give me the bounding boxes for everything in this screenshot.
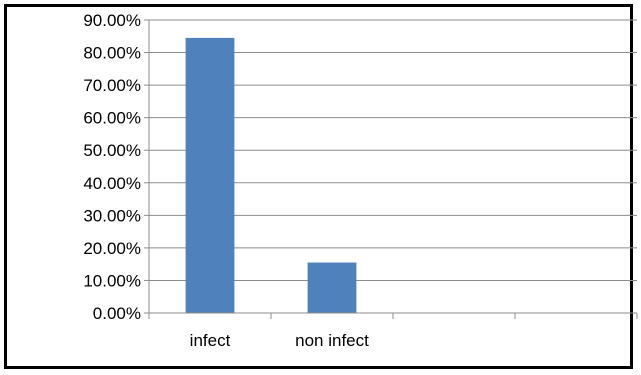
- y-tick-labels: 0.00% 10.00% 20.00% 30.00% 40.00% 50.00% 60.00…: [83, 11, 141, 323]
- x-category-labels: infect non infect: [190, 331, 369, 350]
- y-tick-label: 30.00%: [83, 206, 141, 225]
- y-tick-label: 10.00%: [83, 271, 141, 290]
- bars: [185, 37, 357, 314]
- axes: [144, 19, 638, 319]
- x-category-label: infect: [190, 331, 231, 350]
- y-tick-label: 90.00%: [83, 11, 141, 30]
- bar: [185, 37, 235, 314]
- y-tick-label: 50.00%: [83, 141, 141, 160]
- x-category-label: non infect: [295, 331, 369, 350]
- y-tick-label: 40.00%: [83, 174, 141, 193]
- y-tick-label: 70.00%: [83, 76, 141, 95]
- y-tick-label: 20.00%: [83, 239, 141, 258]
- bar: [307, 262, 357, 313]
- y-tick-label: 80.00%: [83, 44, 141, 63]
- y-tick-label: 60.00%: [83, 109, 141, 128]
- y-tick-label: 0.00%: [93, 304, 141, 323]
